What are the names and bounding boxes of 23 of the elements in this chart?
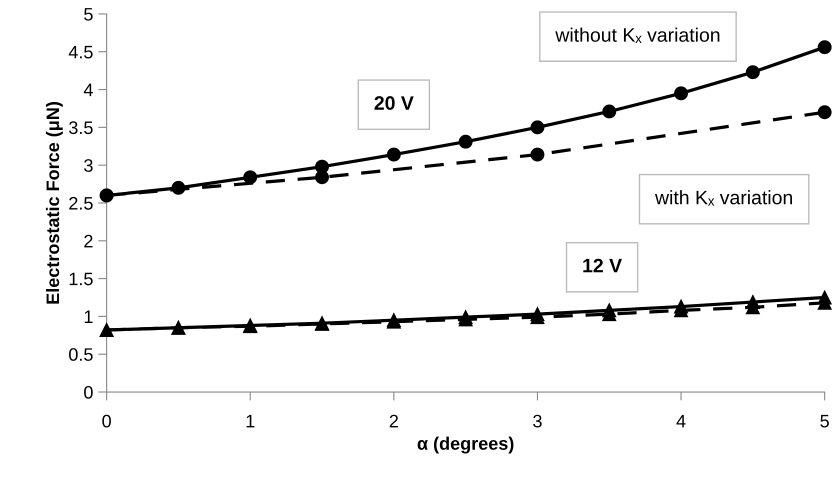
y-tick-label: 5	[84, 8, 93, 21]
annotation: without Kₓ variation	[555, 28, 720, 44]
y-axis-title: Electrostatic Force (μN)	[46, 102, 63, 304]
y-tick-label: 4.5	[68, 46, 93, 58]
x-tick-label: 1	[246, 414, 254, 428]
y-tick-label: 2.5	[69, 196, 93, 210]
x-tick-label: 0	[102, 414, 111, 428]
y-tick-label: 0	[84, 386, 93, 399]
y-tick-label: 1.5	[70, 272, 93, 286]
annotation: with Kₓ variation	[655, 190, 792, 206]
annotation: 12 V	[583, 258, 622, 272]
x-tick-label: 4	[676, 414, 686, 428]
y-tick-label: 3.5	[69, 121, 93, 134]
y-tick-label: 2	[84, 234, 93, 248]
annotation: 20 V	[374, 96, 414, 110]
x-tick-label: 5	[820, 414, 829, 428]
x-tick-label: 3	[533, 414, 542, 428]
x-axis-title: α (degrees)	[418, 436, 514, 454]
y-tick-label: 3	[84, 159, 93, 172]
y-tick-label: 0.5	[69, 348, 93, 361]
y-tick-label: 4	[84, 84, 93, 96]
y-tick-label: 1	[84, 310, 93, 323]
x-tick-label: 2	[390, 414, 398, 428]
